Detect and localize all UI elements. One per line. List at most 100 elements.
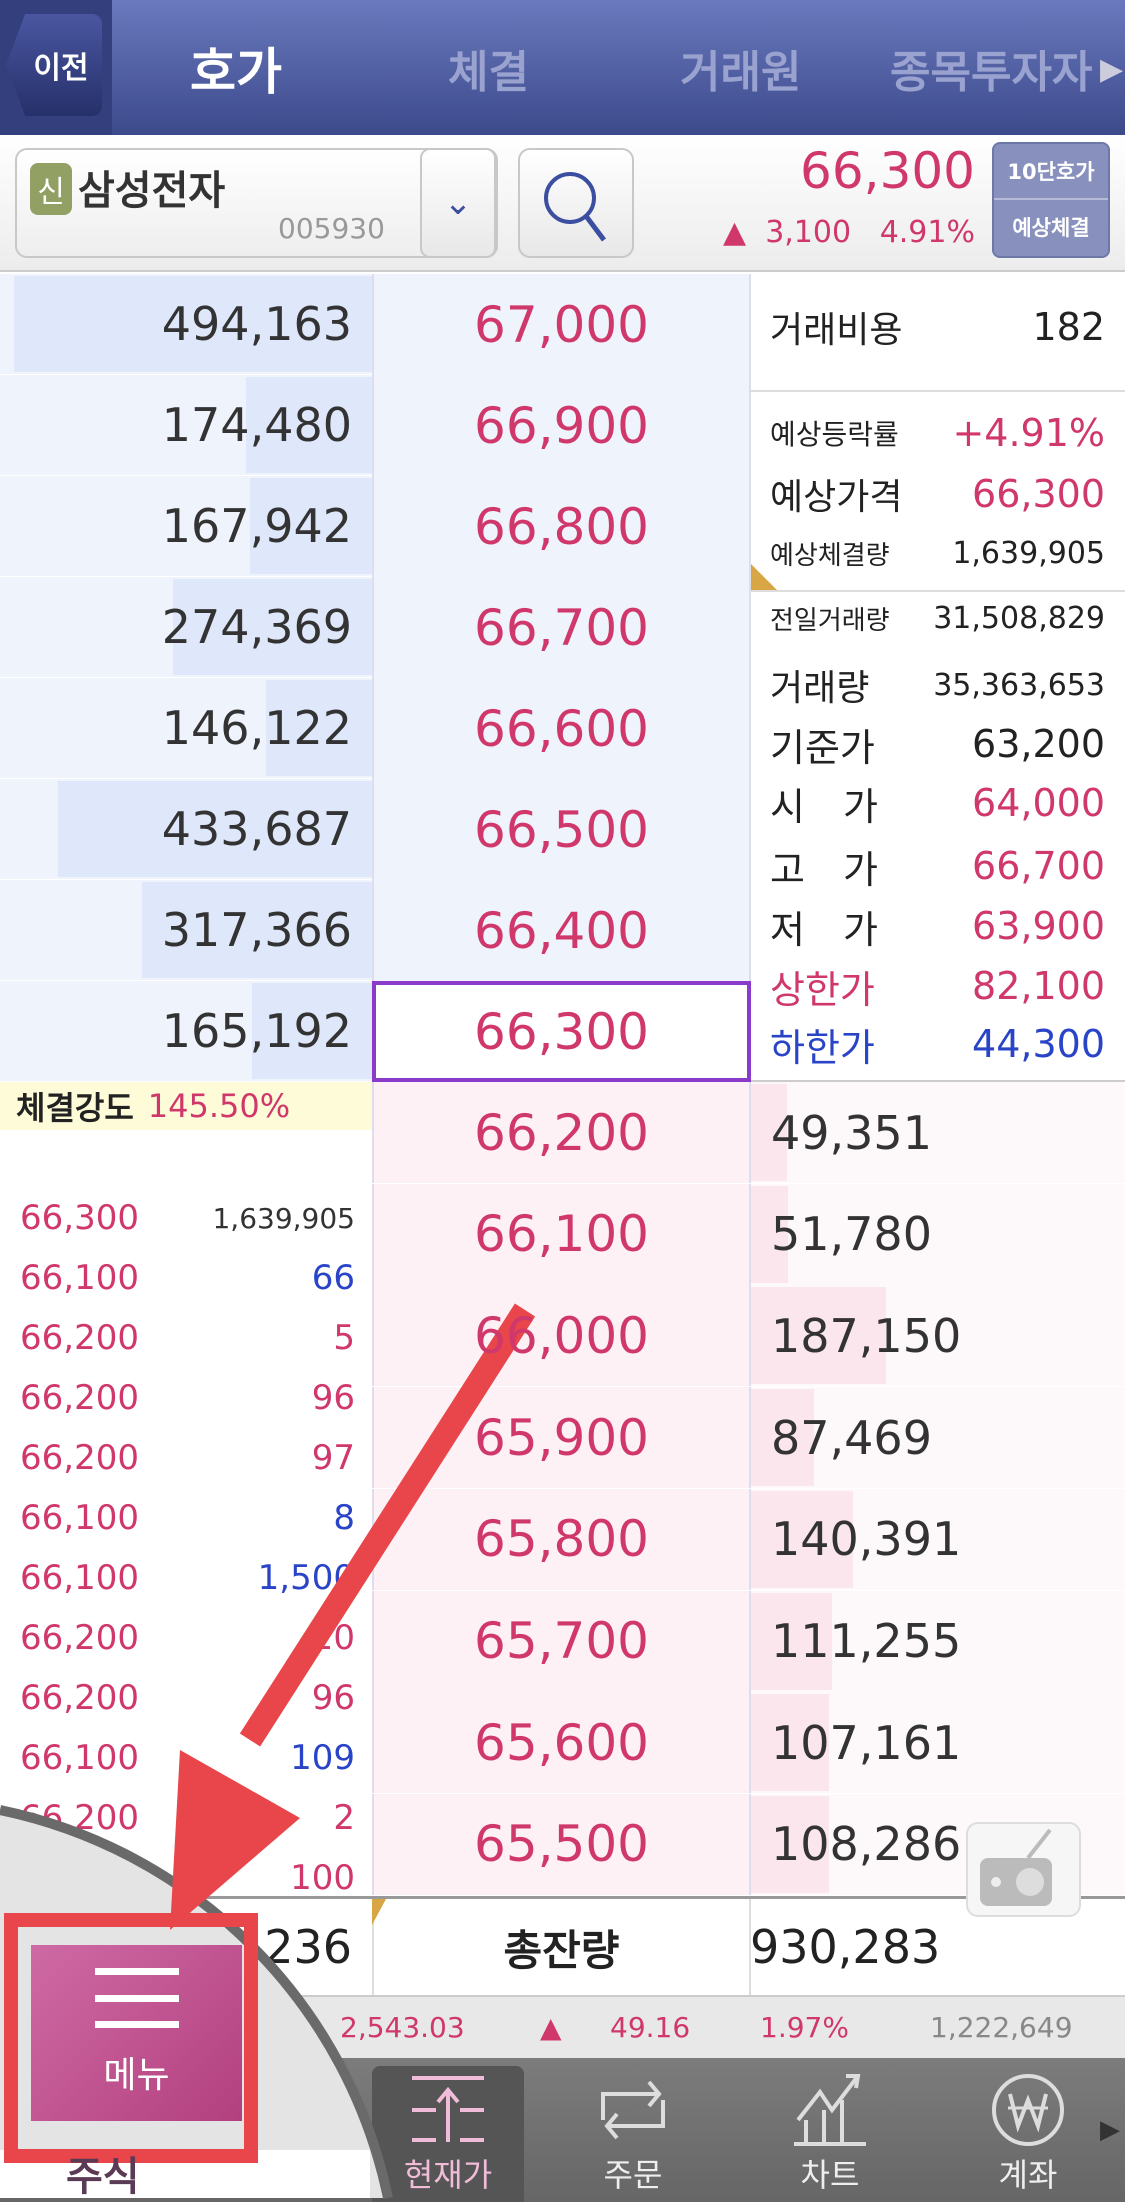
trade-price: 66,200 <box>20 1318 139 1358</box>
bid-price[interactable]: 65,600 <box>372 1692 751 1794</box>
corner-marker <box>751 564 777 590</box>
trade-price: 66,100 <box>20 1498 139 1538</box>
back-button[interactable]: 이전 <box>6 14 102 116</box>
info-value: 82,100 <box>972 964 1105 1008</box>
trade-row: 66,200 5 <box>20 1308 355 1368</box>
tab-chart[interactable]: 차트 <box>755 2058 905 2202</box>
info-row: 전일거래량 31,508,829 <box>770 593 1105 643</box>
divider <box>751 590 1125 592</box>
ask-price[interactable]: 66,600 <box>372 678 751 779</box>
bid-price[interactable]: 66,100 <box>372 1183 751 1285</box>
info-row: 저 가 63,900 <box>770 901 1105 952</box>
change-amount: 3,100 <box>765 215 852 250</box>
price-label: 65,900 <box>474 1408 649 1467</box>
bid-price[interactable]: 65,700 <box>372 1590 751 1692</box>
index-volume: 1,222,649 <box>930 2011 1073 2044</box>
tab-label: 현재가 <box>403 2156 493 2194</box>
price-label: 66,600 <box>474 699 649 758</box>
bid-qty-cell: 111,255 <box>751 1590 1125 1692</box>
radio-button[interactable] <box>966 1822 1081 1917</box>
price-label: 66,000 <box>474 1306 649 1365</box>
bid-price[interactable]: 65,500 <box>372 1793 751 1895</box>
arrow-head <box>170 1750 300 1930</box>
info-label: 시 가 <box>770 784 878 829</box>
trade-qty: 66 <box>311 1258 355 1298</box>
bid-price[interactable]: 66,200 <box>372 1082 751 1183</box>
bid-volume-bar <box>751 1287 887 1385</box>
info-label: 하한가 <box>770 1025 875 1070</box>
tab-trades[interactable]: 체결 <box>448 46 529 98</box>
bid-qty: 108,286 <box>771 1817 962 1872</box>
stock-selector[interactable] <box>15 148 498 258</box>
depth-toggle-button[interactable]: 10단호가 예상체결 <box>992 142 1110 258</box>
tab-scroll-right-icon[interactable]: ▶ <box>1100 52 1124 87</box>
bid-volume-bar <box>751 1694 829 1792</box>
trade-row: 66,200 97 <box>20 1428 355 1488</box>
bid-qty-cell: 87,469 <box>751 1387 1125 1489</box>
chart-icon <box>794 2074 866 2146</box>
price-label: 66,900 <box>474 396 649 455</box>
ask-price[interactable]: 66,700 <box>372 577 751 678</box>
tab-account[interactable]: 계좌 <box>953 2058 1103 2202</box>
bid-qty-cell: 140,391 <box>751 1488 1125 1590</box>
total-bid-qty: 930,283 <box>750 1920 941 1974</box>
tab-order[interactable]: 주문 <box>558 2058 708 2202</box>
up-arrow-icon: ▲ <box>540 2011 562 2044</box>
orderbook-icon <box>412 2076 484 2142</box>
divider <box>751 390 1125 392</box>
ask-qty: 174,480 <box>161 398 352 452</box>
ask-qty-cell: 167,942 <box>0 476 372 577</box>
change-percent: 4.91% <box>879 215 975 250</box>
ask-price[interactable]: 66,500 <box>372 779 751 880</box>
tab-label: 차트 <box>800 2156 860 2194</box>
trade-price: 66,200 <box>20 1378 139 1418</box>
ten-level-label: 10단호가 <box>994 144 1108 200</box>
bid-price[interactable]: 65,800 <box>372 1488 751 1590</box>
price-change: ▲ 3,100 4.91% <box>723 215 975 250</box>
price-label: 65,800 <box>474 1510 649 1569</box>
info-row: 거래량 35,363,653 <box>770 660 1105 710</box>
ask-qty-cell: 174,480 <box>0 375 372 476</box>
ask-price[interactable]: 66,800 <box>372 476 751 577</box>
tab-scroll-right-icon[interactable]: ▶ <box>1100 2115 1120 2145</box>
tab-brokers[interactable]: 거래원 <box>680 46 802 98</box>
ask-price[interactable]: 66,400 <box>372 880 751 981</box>
trade-qty: 1,639,905 <box>212 1201 355 1235</box>
ask-qty: 165,192 <box>161 1004 352 1058</box>
bid-qty: 87,469 <box>771 1410 932 1465</box>
info-value: 66,300 <box>972 472 1105 516</box>
strength-value: 145.50% <box>147 1087 291 1125</box>
price-label: 66,200 <box>474 1103 649 1162</box>
ask-price[interactable]: 66,300 <box>372 981 751 1082</box>
trade-row: 66,300 1,639,905 <box>20 1188 355 1248</box>
tab-investors[interactable]: 종목투자자 <box>890 46 1093 98</box>
info-value: 35,363,653 <box>933 667 1105 703</box>
ask-qty-cell: 494,163 <box>0 274 372 375</box>
info-label: 예상가격 <box>770 477 903 518</box>
ask-price[interactable]: 66,900 <box>372 375 751 476</box>
menu-button[interactable]: 메뉴 <box>31 1945 242 2121</box>
chevron-down-icon[interactable]: ⌄ <box>420 148 496 258</box>
total-ask-qty: 236 <box>264 1920 352 1974</box>
trade-row: 66,200 96 <box>20 1368 355 1428</box>
price-label: 66,100 <box>474 1205 649 1264</box>
credit-badge: 신 <box>30 163 72 215</box>
bid-qty-cell: 51,780 <box>751 1183 1125 1285</box>
trade-price: 66,100 <box>20 1738 139 1778</box>
info-row: 기준가 63,200 <box>770 719 1105 770</box>
search-button[interactable] <box>518 148 634 258</box>
tab-hoga[interactable]: 호가 <box>190 42 282 101</box>
price-label: 66,400 <box>474 901 649 960</box>
side-tab-stocks[interactable]: 주식 <box>66 2154 140 2200</box>
ask-price[interactable]: 67,000 <box>372 274 751 375</box>
info-row: 고 가 66,700 <box>770 841 1105 892</box>
ask-volume-bar <box>142 882 372 978</box>
trade-price: 66,100 <box>20 1558 139 1598</box>
bid-price[interactable]: 66,000 <box>372 1285 751 1387</box>
trade-price: 66,200 <box>20 1678 139 1718</box>
ask-volume-bar <box>245 377 372 473</box>
hamburger-icon <box>94 1968 179 2028</box>
price-label: 65,500 <box>474 1815 649 1874</box>
ask-qty: 433,687 <box>161 802 352 856</box>
tab-current-price[interactable]: 현재가 <box>373 2058 523 2202</box>
